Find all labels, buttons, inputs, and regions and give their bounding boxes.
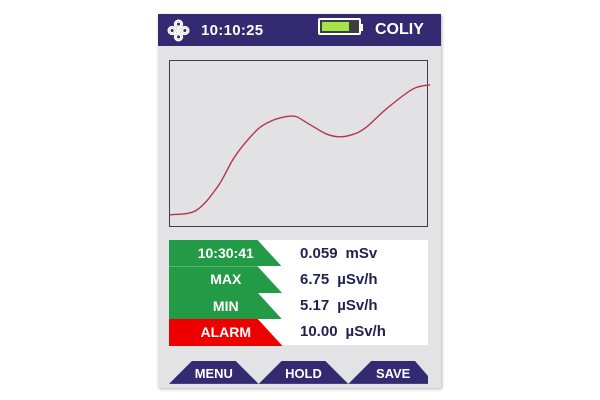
svg-text:SAVE: SAVE bbox=[376, 366, 411, 381]
svg-text:HOLD: HOLD bbox=[285, 366, 322, 381]
svg-text:MENU: MENU bbox=[195, 366, 233, 381]
